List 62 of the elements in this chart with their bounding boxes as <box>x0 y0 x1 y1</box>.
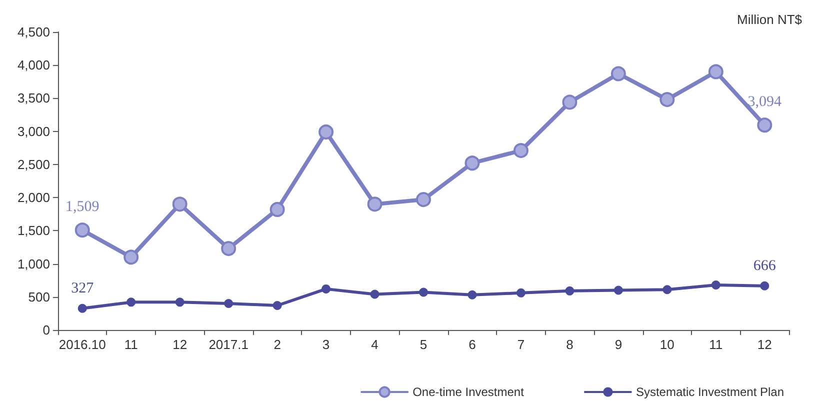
point <box>318 124 334 140</box>
point <box>416 192 431 208</box>
y-tick-label: 1,500 <box>17 223 50 238</box>
x-tick-label: 2016.10 <box>58 337 106 352</box>
y-axis-title: Million NT$ <box>736 12 803 27</box>
x-tick-label: 10 <box>660 337 674 352</box>
point <box>614 286 623 295</box>
point <box>711 280 720 290</box>
point <box>562 94 578 110</box>
point <box>760 281 770 290</box>
point <box>224 299 234 308</box>
point <box>221 241 236 256</box>
data-label: 1,509 <box>65 199 100 216</box>
point <box>124 250 139 265</box>
y-tick-label: 1,000 <box>17 256 50 272</box>
x-tick-label: 8 <box>566 337 574 352</box>
point <box>708 64 724 80</box>
point <box>610 66 626 82</box>
point <box>757 118 772 133</box>
point <box>78 304 87 313</box>
x-tick-label: 2017.1 <box>208 337 248 352</box>
point <box>172 196 188 212</box>
x-tick-label: 11 <box>124 337 138 352</box>
x-tick-label: 5 <box>420 337 428 352</box>
y-tick-label: 4,000 <box>17 58 50 73</box>
point <box>660 92 675 108</box>
point <box>322 284 331 294</box>
point <box>468 290 477 300</box>
point <box>464 156 480 171</box>
point <box>126 298 136 307</box>
x-tick-label: 9 <box>614 337 622 352</box>
y-tick-label: 4,500 <box>17 24 50 40</box>
point <box>516 288 526 298</box>
x-tick-label: 7 <box>517 337 525 352</box>
x-tick-label: 11 <box>709 337 723 352</box>
point <box>370 290 380 299</box>
point <box>74 222 90 238</box>
data-label: 666 <box>753 258 776 274</box>
data-label: 327 <box>71 280 94 296</box>
y-tick-label: 3,000 <box>17 124 50 139</box>
x-tick-label: 2 <box>274 337 281 352</box>
y-tick-label: 2,000 <box>17 190 50 206</box>
x-tick-label: 12 <box>757 337 772 352</box>
point <box>419 288 428 297</box>
point <box>367 196 382 212</box>
y-tick-label: 3,500 <box>17 90 50 106</box>
point <box>270 202 285 217</box>
point <box>175 298 184 307</box>
y-tick-label: 2,500 <box>17 156 50 172</box>
x-tick-label: 12 <box>172 337 188 352</box>
data-label: 3,094 <box>748 94 782 110</box>
x-tick-label: 6 <box>468 337 476 352</box>
legend-label: One-time Investment <box>412 385 525 399</box>
point <box>513 143 528 158</box>
x-tick-label: 4 <box>371 337 378 352</box>
legend-label: Systematic Investment Plan <box>636 385 784 399</box>
point <box>662 285 672 294</box>
x-tick-label: 3 <box>322 337 330 352</box>
y-tick-label: 500 <box>28 289 50 304</box>
point <box>272 301 282 310</box>
point <box>565 286 574 296</box>
y-tick-label: 0 <box>42 322 50 338</box>
